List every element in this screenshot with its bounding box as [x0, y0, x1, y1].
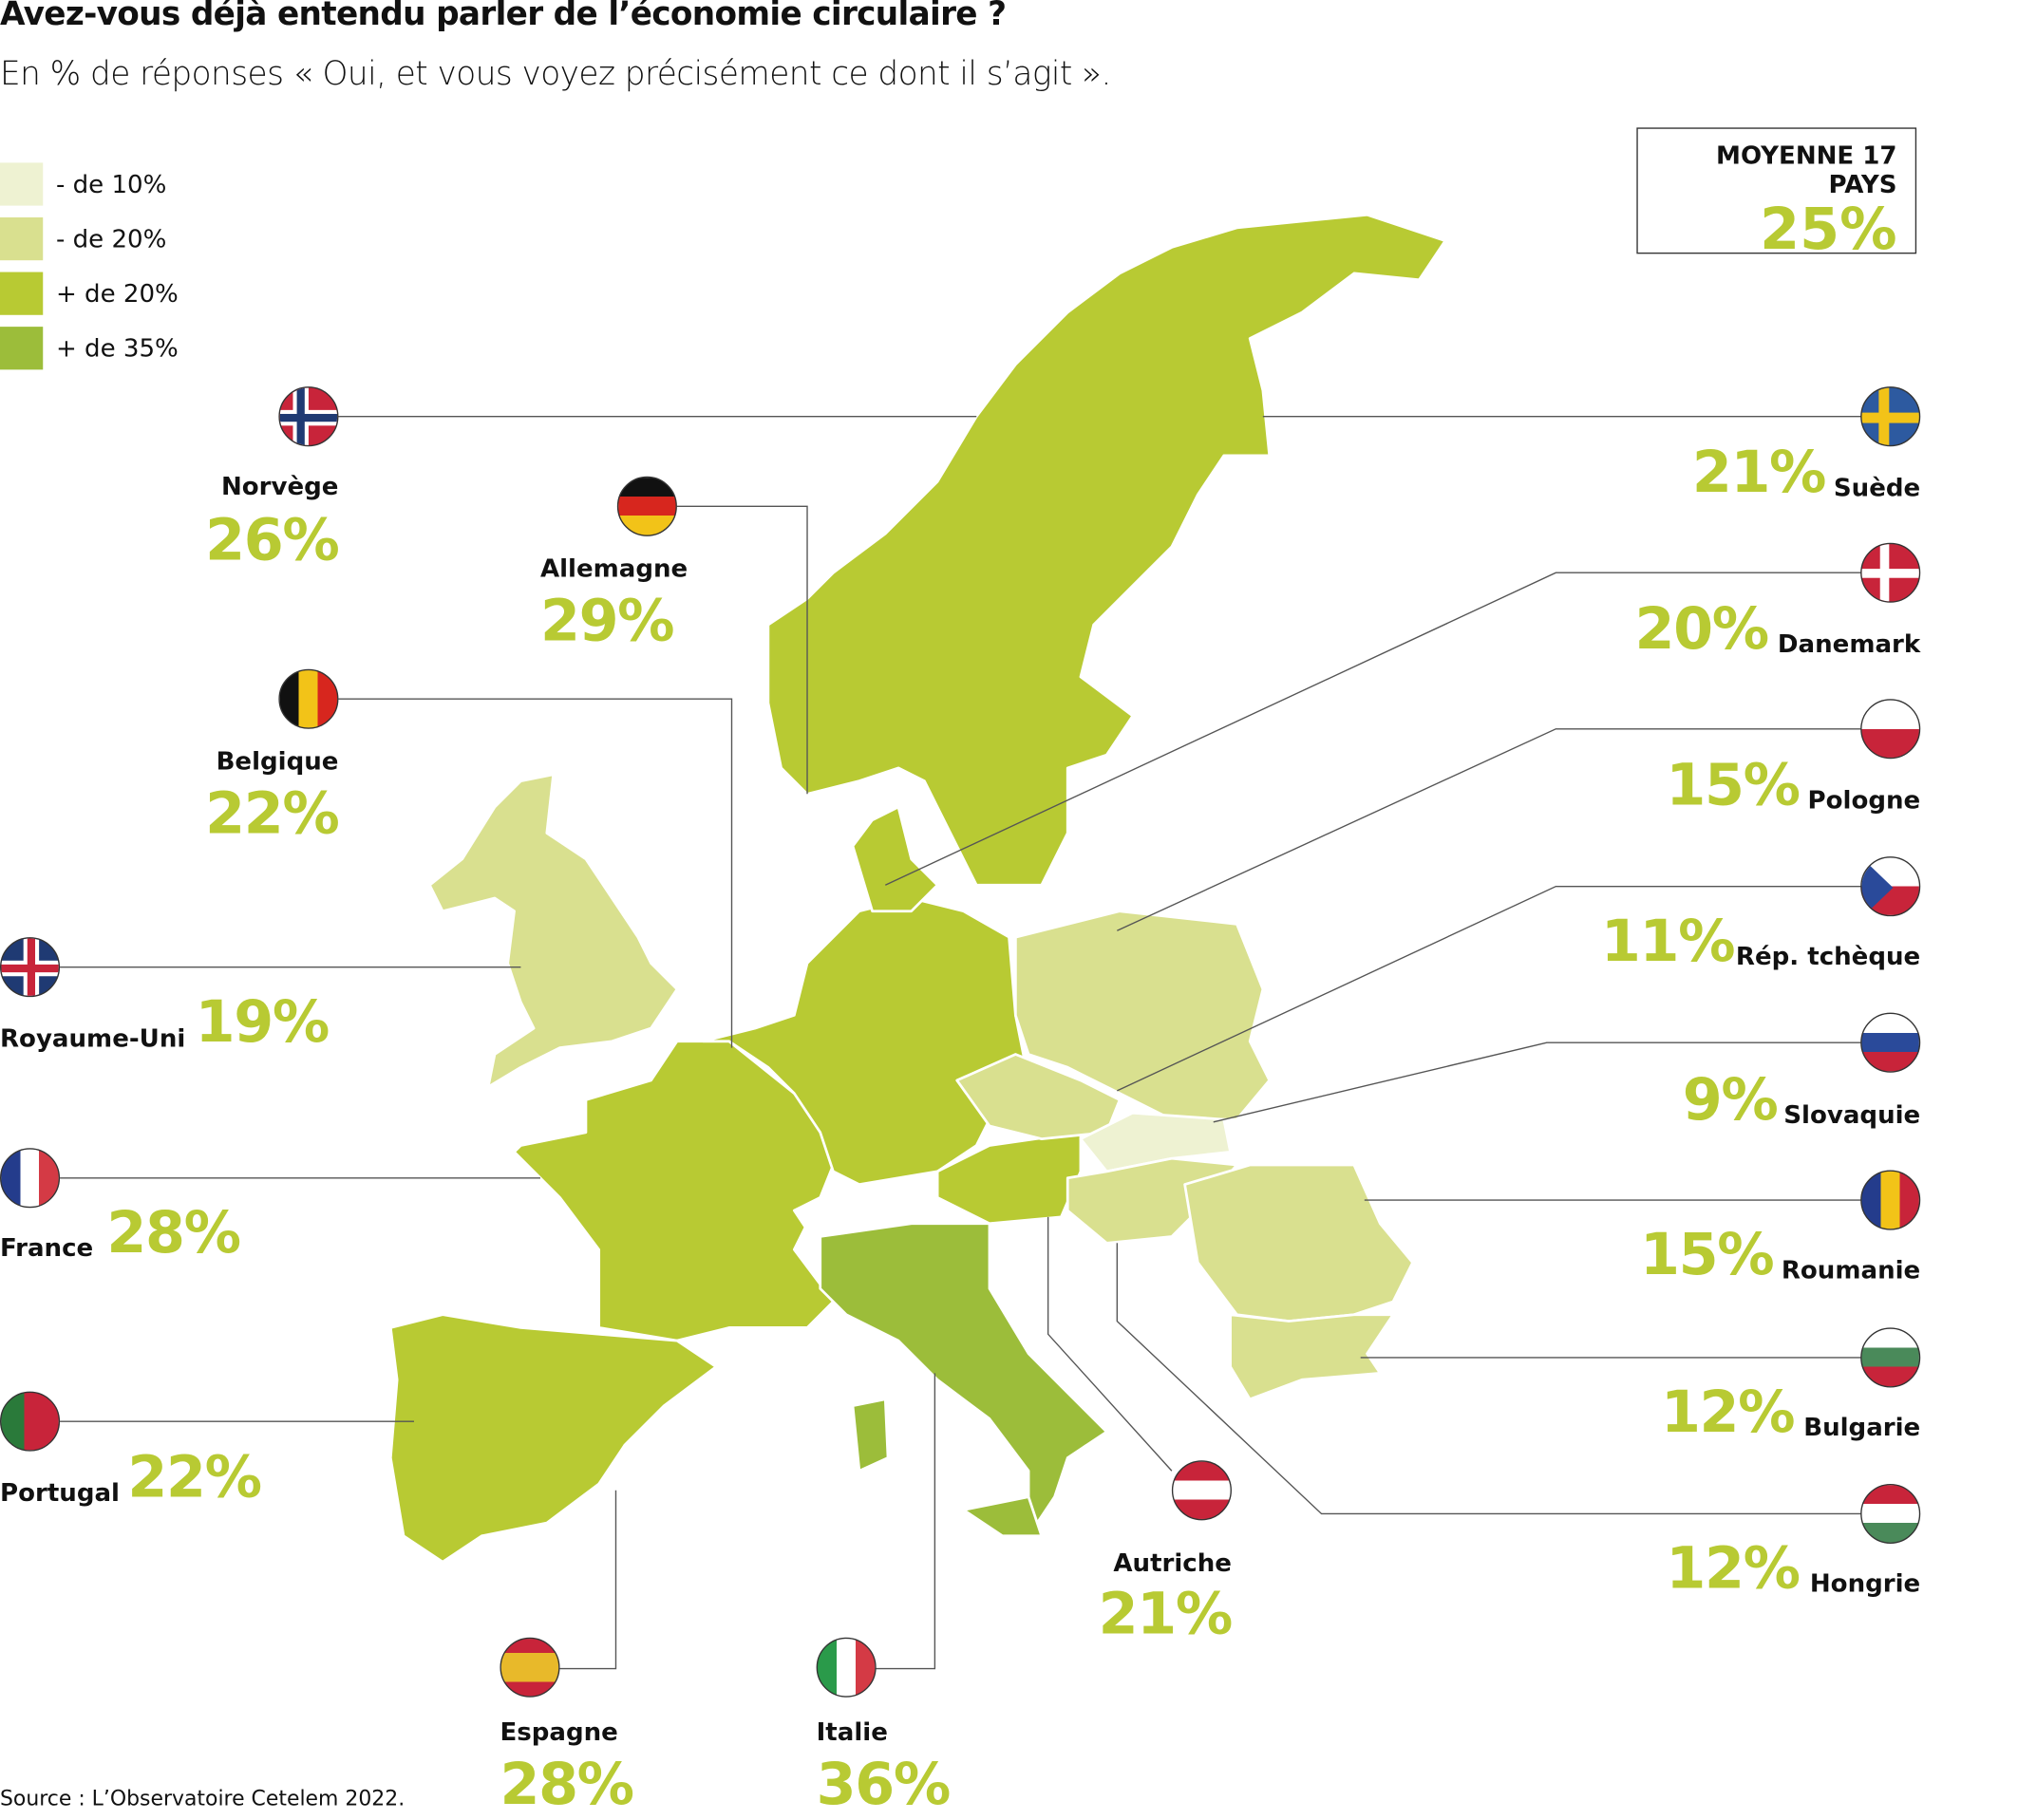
country-name-denmark: Danemark [1777, 629, 1921, 659]
region-czechia [955, 1053, 1122, 1140]
country-name-portugal: Portugal [0, 1478, 121, 1508]
country-value-spain: 28% [500, 1752, 634, 1819]
leader-belgium [338, 698, 733, 1048]
leader-poland [1117, 728, 1862, 931]
portugal-flag-icon [0, 1391, 61, 1452]
legend-item-gt20: + de 20% [0, 272, 179, 315]
leader-italy [875, 1373, 936, 1670]
leader-germany [676, 505, 808, 795]
leader-austria [1047, 1216, 1173, 1472]
sweden-flag-icon [1860, 386, 1921, 447]
legend-swatch [0, 162, 44, 206]
country-value-portugal: 22% [127, 1444, 262, 1511]
romania-flag-icon [1860, 1170, 1921, 1230]
region-poland [1014, 910, 1272, 1121]
country-value-hungary: 12% [1666, 1535, 1801, 1603]
belgium-flag-icon [278, 668, 339, 729]
leader-slovakia [1213, 1041, 1862, 1123]
country-value-italy: 36% [816, 1752, 952, 1819]
country-name-slovakia: Slovaquie [1783, 1100, 1921, 1131]
austria-flag-icon [1171, 1460, 1232, 1521]
bulgaria-flag-icon [1860, 1327, 1921, 1388]
country-name-bulgaria: Bulgarie [1803, 1413, 1921, 1443]
country-value-bulgaria: 12% [1660, 1379, 1796, 1447]
slovakia-flag-icon [1860, 1012, 1921, 1073]
country-name-germany: Allemagne [539, 554, 688, 584]
chart-subtitle: En % de réponses « Oui, et vous voyez pr… [0, 54, 1111, 93]
region-uk [428, 773, 679, 1089]
germany-flag-icon [616, 476, 677, 536]
country-value-germany: 29% [539, 588, 675, 655]
region-sardinia [851, 1398, 890, 1473]
france-flag-icon [0, 1148, 61, 1209]
country-name-romania: Roumanie [1781, 1256, 1921, 1285]
legend-label: - de 20% [55, 224, 167, 253]
uk-flag-icon [0, 937, 61, 998]
country-name-poland: Pologne [1807, 786, 1921, 816]
spain-flag-icon [500, 1637, 560, 1698]
leader-spain [559, 1490, 617, 1670]
leader-hungary [1116, 1243, 1862, 1515]
country-value-denmark: 20% [1634, 595, 1770, 663]
legend-label: + de 20% [55, 279, 179, 309]
country-name-czechia: Rép. tchèque [1735, 942, 1921, 971]
region-denmark [851, 805, 939, 913]
country-value-sweden: 21% [1691, 440, 1827, 507]
legend-swatch [0, 216, 44, 261]
legend-swatch [0, 327, 44, 370]
country-value-france: 28% [106, 1200, 241, 1266]
country-name-hungary: Hongrie [1809, 1569, 1921, 1599]
average-box: MOYENNE 17 PAYS 25% [1636, 127, 1917, 261]
country-value-norway: 26% [205, 507, 340, 574]
region-romania [1183, 1163, 1414, 1323]
country-name-spain: Espagne [500, 1717, 618, 1747]
country-value-austria: 21% [1098, 1581, 1234, 1648]
italy-flag-icon [816, 1637, 877, 1698]
legend-item-lt10: - de 10% [0, 162, 167, 206]
leader-czechia [1117, 885, 1862, 1092]
hungary-flag-icon [1860, 1483, 1921, 1545]
denmark-flag-icon [1860, 542, 1921, 603]
poland-flag-icon [1860, 699, 1921, 760]
source-note: Source : L’Observatoire Cetelem 2022. [0, 1786, 405, 1811]
region-sicily [962, 1495, 1044, 1538]
region-iberia [388, 1313, 718, 1564]
norway-flag-icon [278, 386, 339, 447]
region-france [513, 1040, 848, 1342]
region-bulgaria [1229, 1313, 1395, 1401]
czechia-flag-icon [1860, 856, 1921, 917]
region-scandinavia [766, 213, 1447, 887]
legend-label: + de 35% [55, 333, 179, 363]
average-value: 25% [1760, 197, 1897, 263]
country-name-italy: Italie [816, 1717, 888, 1747]
country-name-sweden: Suède [1833, 474, 1921, 503]
country-value-czechia: 11% [1600, 908, 1736, 975]
chart-title: Avez-vous déjà entendu parler de l’écono… [0, 0, 1007, 33]
country-name-austria: Autriche [1113, 1548, 1232, 1578]
leader-denmark [884, 572, 1862, 886]
country-value-poland: 15% [1666, 752, 1801, 819]
average-label: MOYENNE 17 PAYS [1716, 141, 1897, 199]
region-italy [819, 1222, 1108, 1538]
legend-swatch [0, 272, 44, 315]
country-name-belgium: Belgique [216, 746, 339, 777]
country-name-france: France [0, 1233, 94, 1263]
region-germany-benelux [701, 896, 1030, 1186]
country-value-romania: 15% [1640, 1222, 1775, 1289]
legend-item-lt20: - de 20% [0, 216, 167, 261]
legend-label: - de 10% [55, 169, 167, 199]
country-name-uk: Royaume-Uni [0, 1023, 186, 1054]
country-value-uk: 19% [195, 988, 330, 1056]
legend-item-gt35: + de 35% [0, 327, 179, 370]
country-value-belgium: 22% [205, 780, 340, 848]
country-value-slovakia: 9% [1682, 1067, 1779, 1135]
country-name-norway: Norvège [220, 472, 339, 501]
